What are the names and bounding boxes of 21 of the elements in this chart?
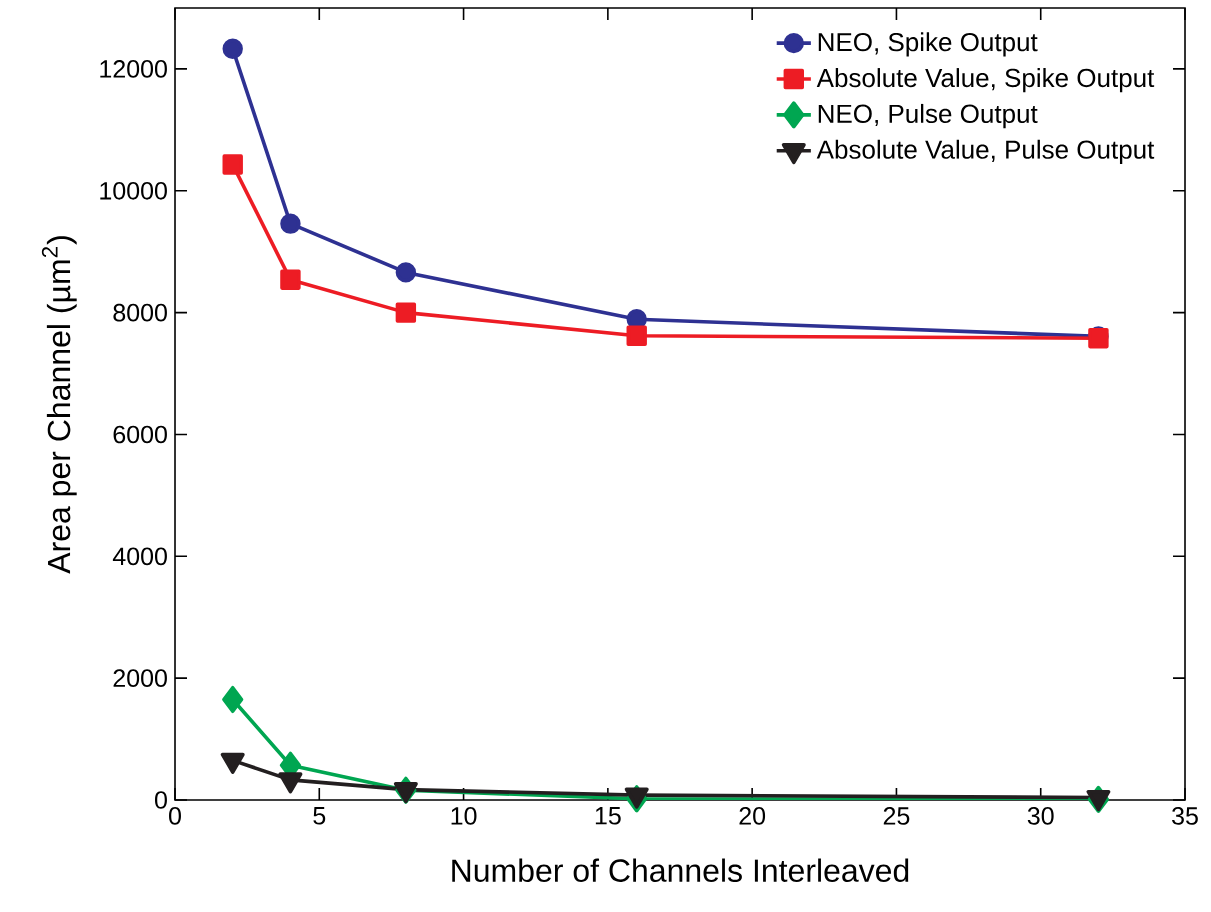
y-tick-label: 12000	[100, 60, 167, 78]
legend-label: NEO, Pulse Output	[818, 103, 1038, 129]
y-tick-label: 2000	[113, 669, 167, 688]
x-tick-label: 25	[883, 807, 910, 825]
y-axis-title: Area per Channel (µm$^{2}$)	[41, 236, 77, 574]
x-tick-label: 15	[595, 807, 621, 825]
y-tick-label: 10000	[100, 181, 167, 200]
y-tick-label: 6000	[113, 425, 167, 444]
legend-label: NEO, Spike Output	[818, 32, 1038, 57]
x-tick-label: 30	[1027, 807, 1054, 825]
x-tick-label: 10	[451, 807, 477, 825]
y-tick-label: 0	[155, 791, 167, 809]
x-axis-title: Number of Channels Interleaved	[452, 858, 909, 882]
y-tick-label: 8000	[113, 303, 167, 322]
legend-label: Absolute Value, Spike Output	[816, 68, 1155, 93]
y-tick-label: 4000	[112, 547, 167, 566]
legend-label: Absolute Value, Pulse Output	[816, 139, 1155, 164]
x-tick-label: 35	[1172, 807, 1198, 825]
x-tick-label: 20	[739, 807, 766, 825]
x-tick-label: 0	[169, 807, 181, 825]
x-tick-label: 5	[313, 807, 326, 825]
